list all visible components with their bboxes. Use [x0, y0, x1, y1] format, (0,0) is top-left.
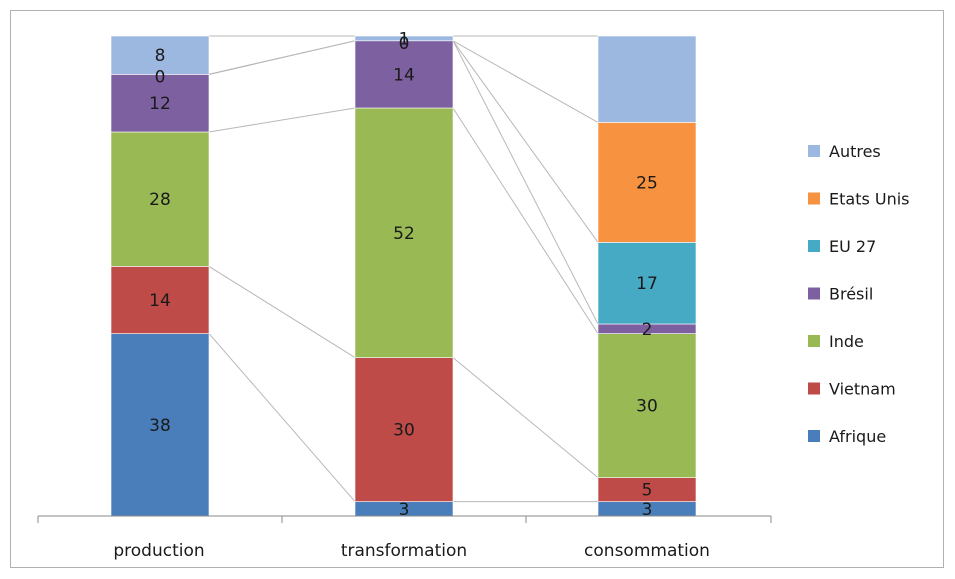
- bar-brésil-transformation: [354, 40, 454, 109]
- data-label: 8: [155, 46, 166, 66]
- bar-brésil-production: [110, 74, 210, 133]
- connector-line: [452, 357, 599, 478]
- data-label: 28: [149, 190, 171, 210]
- x-tick-label: transformation: [341, 541, 467, 561]
- bar-afrique-production: [110, 333, 210, 517]
- data-label: 0: [155, 67, 166, 87]
- legend-label: Etats Unis: [829, 190, 910, 209]
- connector-line: [452, 40, 599, 243]
- connector-line: [208, 265, 356, 359]
- legend-label: Afrique: [829, 427, 886, 446]
- bar-inde-transformation: [354, 107, 454, 358]
- x-tick-label: consommation: [584, 541, 710, 561]
- data-label: 2: [642, 320, 653, 340]
- legend-swatch: [808, 192, 820, 205]
- bars: [110, 35, 697, 517]
- legend-label: EU 27: [829, 237, 876, 256]
- data-label: 3: [642, 500, 653, 520]
- legend-swatch: [808, 145, 820, 157]
- data-label: 14: [149, 291, 171, 311]
- connector-lines: [208, 35, 599, 503]
- bar-vietnam-consommation: [597, 477, 697, 502]
- legend-swatch: [808, 430, 820, 442]
- data-label: 17: [636, 274, 658, 294]
- legend-swatch: [808, 287, 820, 300]
- connector-line: [208, 107, 356, 133]
- legend: Autres Etats Unis EU 27 Brésil Inde Vietnam Af…: [808, 142, 910, 446]
- connector-line: [208, 40, 356, 75]
- data-label: 12: [149, 94, 171, 114]
- data-label: 38: [149, 416, 171, 436]
- connector-line: [452, 107, 599, 334]
- bar-inde-consommation: [597, 333, 697, 478]
- x-tick-label: production: [113, 541, 204, 561]
- data-label: 1: [399, 29, 410, 49]
- x-axis: production transformation consommation: [37, 515, 772, 561]
- data-label: 25: [636, 173, 658, 193]
- legend-label: Autres: [829, 142, 881, 161]
- bar-autres-transformation: [354, 35, 454, 42]
- legend-swatch: [808, 335, 820, 347]
- data-label: 14: [393, 65, 415, 85]
- bar-eu-27-consommation: [597, 242, 697, 325]
- data-label: 52: [393, 224, 415, 244]
- connector-line: [452, 40, 599, 123]
- legend-label: Brésil: [829, 285, 873, 304]
- data-label: 0: [399, 34, 410, 54]
- legend-label: Inde: [829, 332, 864, 351]
- bar-etats-unis-consommation: [597, 122, 697, 243]
- legend-label: Vietnam: [829, 380, 896, 399]
- bar-autres-consommation: [597, 35, 697, 123]
- bar-vietnam-production: [110, 266, 210, 334]
- data-label: 5: [642, 481, 653, 501]
- legend-swatch: [808, 382, 820, 395]
- bar-autres-production: [110, 35, 210, 75]
- data-label: 30: [636, 397, 658, 417]
- data-label: 30: [393, 421, 415, 441]
- bar-inde-production: [110, 131, 210, 267]
- legend-swatch: [808, 240, 820, 252]
- data-label: 3: [399, 500, 410, 520]
- connector-line: [208, 333, 356, 502]
- connector-line: [452, 40, 599, 325]
